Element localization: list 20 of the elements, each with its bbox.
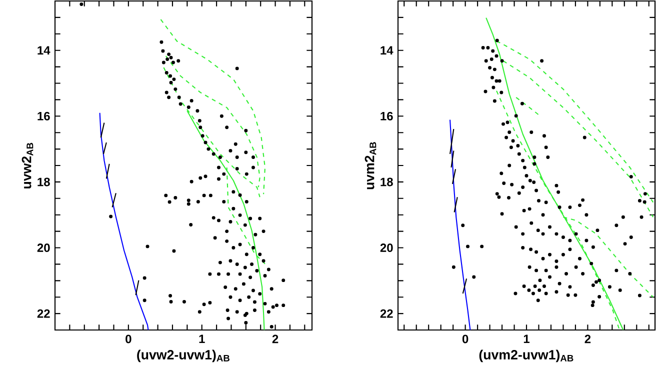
x-axis-title: (uvw2-uvw1)$_{AB}$	[137, 350, 230, 362]
y-tick-label: 16	[380, 112, 393, 120]
y-tick-label: 22	[37, 309, 50, 318]
y-axis-title: uvm2$_{AB}$	[364, 142, 376, 190]
y-tick-label: 18	[380, 178, 393, 186]
x-tick-label: 2	[272, 334, 278, 344]
y-tick-label: 14	[380, 46, 394, 54]
x-tick-label: 2	[584, 334, 591, 344]
x-axis-title: (uvm2-uvw1)$_{AB}$	[479, 350, 574, 362]
x-tick-label: 1	[524, 334, 530, 343]
y-tick-label: 20	[37, 244, 50, 252]
x-tick-label: 0	[126, 334, 132, 344]
y-tick-label: 20	[380, 244, 393, 252]
y-tick-label: 14	[38, 46, 50, 54]
x-tick-label: 1	[199, 334, 205, 343]
x-tick-label: 0	[462, 334, 468, 344]
y-axis-title: uvw2$_{AB}$	[22, 142, 34, 188]
y-tick-label: 18	[38, 178, 50, 186]
y-tick-label: 16	[38, 112, 50, 120]
y-tick-label: 22	[380, 309, 393, 318]
